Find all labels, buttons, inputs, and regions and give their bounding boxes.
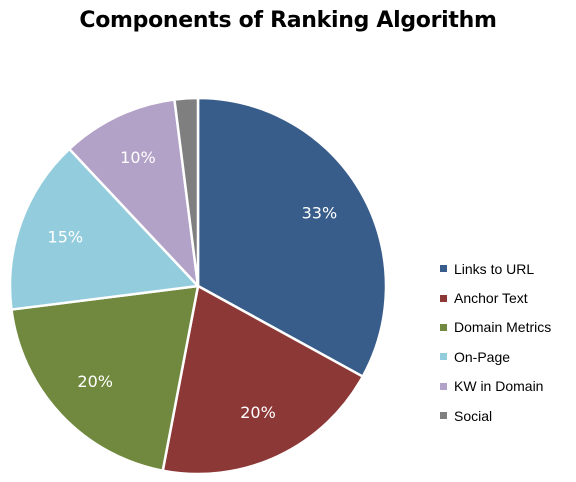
legend-label-domain-metrics: Domain Metrics bbox=[454, 319, 552, 336]
legend-swatch-anchor-text bbox=[440, 294, 447, 302]
legend-item-domain-metrics: Domain Metrics bbox=[440, 313, 551, 342]
legend-label-social: Social bbox=[454, 407, 493, 424]
legend-swatch-on-page bbox=[440, 353, 447, 361]
data-label-kw-in-domain: 10% bbox=[120, 148, 156, 167]
legend-item-social: Social bbox=[440, 401, 551, 430]
legend-item-links-to-url: Links to URL bbox=[440, 254, 551, 283]
pie-slice-links-to-url bbox=[196, 96, 388, 378]
legend-item-kw-in-domain: KW in Domain bbox=[440, 372, 551, 401]
legend-label-on-page: On-Page bbox=[454, 348, 511, 365]
data-label-anchor-text: 20% bbox=[240, 403, 276, 422]
legend-label-kw-in-domain: KW in Domain bbox=[454, 378, 544, 395]
legend-swatch-links-to-url bbox=[440, 265, 447, 273]
legend-label-anchor-text: Anchor Text bbox=[454, 290, 528, 307]
data-label-on-page: 15% bbox=[48, 228, 84, 247]
legend-swatch-social bbox=[440, 412, 447, 420]
pie-slice-domain-metrics bbox=[10, 284, 200, 472]
legend-swatch-domain-metrics bbox=[440, 323, 447, 331]
data-label-links-to-url: 33% bbox=[302, 204, 338, 223]
chart-title: Components of Ranking Algorithm bbox=[79, 8, 497, 33]
data-label-domain-metrics: 20% bbox=[77, 372, 113, 391]
pie-slice-social bbox=[173, 96, 200, 288]
legend-item-anchor-text: Anchor Text bbox=[440, 283, 551, 312]
chart-legend: Links to URL Anchor Text Domain Metrics On-… bbox=[440, 254, 551, 430]
pie-slice-anchor-text bbox=[161, 284, 364, 476]
pie-slice-kw-in-domain bbox=[68, 98, 200, 288]
pie-slice-on-page bbox=[8, 147, 200, 311]
legend-label-links-to-url: Links to URL bbox=[454, 260, 535, 277]
legend-swatch-kw-in-domain bbox=[440, 382, 447, 390]
legend-item-on-page: On-Page bbox=[440, 342, 551, 371]
